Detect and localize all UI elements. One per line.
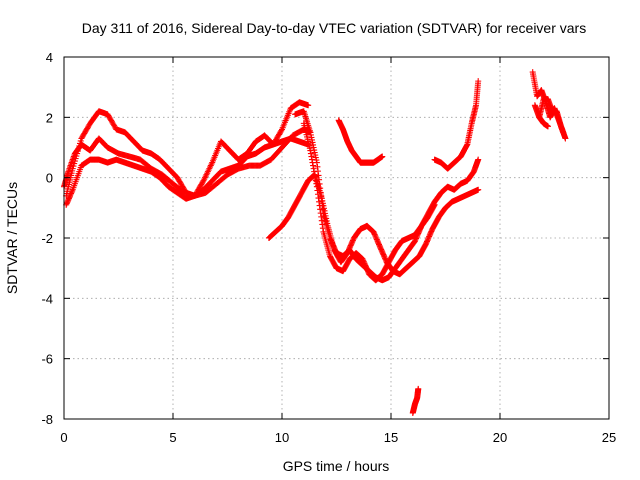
series-trace-e	[300, 120, 438, 284]
data-point	[431, 201, 438, 208]
x-tick-label: 25	[602, 430, 616, 445]
y-tick-label: 2	[46, 110, 53, 125]
y-tick-label: -6	[41, 352, 53, 367]
data-point	[379, 153, 386, 160]
grid-lines	[64, 57, 609, 419]
series-trace-c	[63, 135, 312, 208]
series-trace-k	[531, 96, 569, 142]
x-axis-label: GPS time / hours	[283, 458, 390, 474]
data-point	[475, 186, 482, 193]
x-tick-label: 20	[493, 430, 507, 445]
y-tick-labels: -8 -6 -4 -2 0 2 4	[41, 50, 53, 427]
y-axis-label: SDTVAR / TECUs	[4, 182, 20, 294]
series-trace-a	[61, 126, 314, 199]
x-tick-label: 0	[60, 430, 67, 445]
series-trace-h	[431, 78, 482, 172]
data-points	[61, 69, 569, 416]
y-tick-label: -4	[41, 291, 53, 306]
data-point	[305, 102, 312, 109]
chart-title: Day 311 of 2016, Sidereal Day-to-day VTE…	[82, 20, 586, 36]
y-tick-label: -8	[41, 412, 53, 427]
data-point	[562, 135, 569, 142]
series-trace-i	[409, 385, 422, 416]
axis-ticks	[63, 56, 610, 420]
y-tick-label: 0	[46, 171, 53, 186]
x-tick-labels: 0 5 10 15 20 25	[60, 430, 616, 445]
series-trace-b	[63, 99, 312, 199]
series-trace-f	[265, 171, 482, 278]
x-tick-label: 5	[169, 430, 176, 445]
data-point	[544, 123, 551, 130]
x-tick-label: 15	[384, 430, 398, 445]
x-tick-label: 10	[275, 430, 289, 445]
data-point	[475, 78, 482, 85]
series-trace-l	[536, 114, 551, 130]
y-tick-label: -2	[41, 231, 53, 246]
data-point	[415, 385, 422, 392]
data-point	[278, 127, 285, 134]
series-trace-g	[335, 117, 386, 166]
y-tick-label: 4	[46, 50, 53, 65]
data-point	[475, 156, 482, 163]
